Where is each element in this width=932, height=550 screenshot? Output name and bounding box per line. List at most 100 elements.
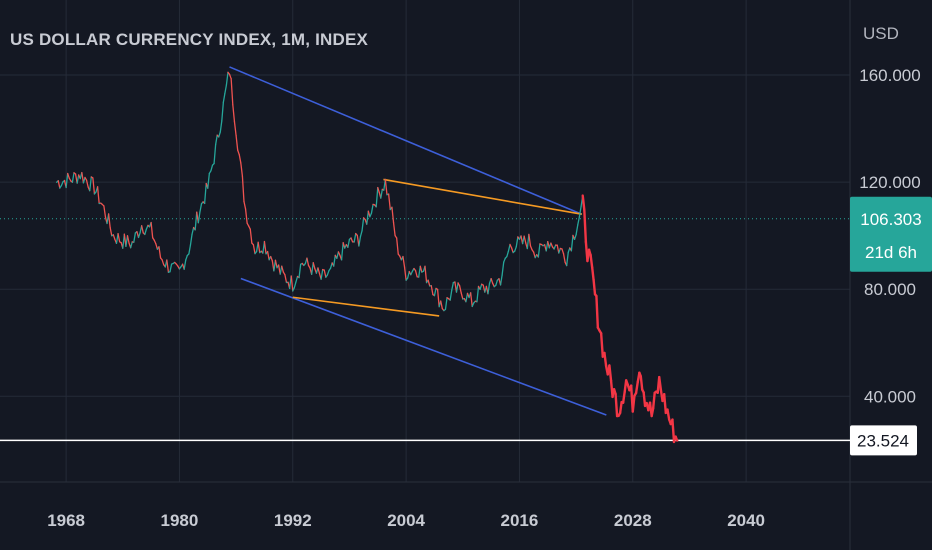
trend-line[interactable] bbox=[383, 178, 582, 216]
horizontal-line-badge bbox=[850, 425, 917, 456]
price-candle bbox=[222, 92, 226, 103]
price-candle bbox=[458, 285, 462, 294]
price-candle bbox=[82, 176, 86, 184]
horizontal-line-value: 23.524 bbox=[857, 431, 909, 450]
price-candle bbox=[112, 234, 116, 241]
y-tick-label: 120.000 bbox=[859, 173, 920, 192]
price-candle bbox=[589, 253, 594, 269]
price-candle bbox=[650, 407, 655, 418]
price-candle bbox=[233, 121, 237, 137]
price-candle bbox=[353, 232, 357, 243]
price-candle bbox=[380, 188, 383, 199]
price-candle bbox=[370, 203, 374, 214]
price-candle bbox=[257, 241, 261, 254]
price-candle bbox=[210, 164, 214, 172]
price-candle bbox=[67, 172, 70, 179]
price-candle bbox=[566, 251, 569, 267]
price-candle bbox=[427, 279, 431, 287]
price-candle bbox=[129, 241, 133, 249]
price-candle bbox=[244, 208, 248, 224]
price-candle bbox=[290, 275, 294, 292]
price-candle bbox=[666, 408, 671, 421]
price-candle bbox=[274, 259, 278, 269]
price-candle bbox=[440, 300, 443, 310]
price-candle bbox=[312, 262, 316, 270]
price-candle bbox=[141, 225, 144, 234]
trend-line[interactable] bbox=[292, 296, 440, 317]
axis-currency-label: USD bbox=[863, 24, 899, 43]
price-candle bbox=[529, 245, 533, 251]
price-candle bbox=[599, 332, 604, 358]
price-candle bbox=[490, 277, 494, 284]
price-candle bbox=[499, 274, 503, 286]
price-candle bbox=[340, 242, 344, 261]
price-candle bbox=[333, 254, 336, 267]
price-candle bbox=[336, 251, 340, 259]
price-candle bbox=[501, 261, 505, 276]
price-candle bbox=[359, 230, 363, 238]
price-candle bbox=[671, 418, 676, 444]
price-candle bbox=[92, 177, 96, 195]
x-tick-label: 1980 bbox=[161, 511, 199, 530]
price-candle bbox=[89, 176, 92, 192]
price-candle bbox=[503, 257, 506, 263]
price-candle bbox=[570, 234, 574, 252]
price-candle bbox=[561, 248, 565, 255]
current-price-value: 106.303 bbox=[860, 210, 921, 229]
price-candle bbox=[270, 255, 273, 262]
price-candle bbox=[460, 292, 464, 300]
price-candle bbox=[476, 285, 480, 303]
trend-line[interactable] bbox=[240, 277, 607, 416]
price-candle bbox=[387, 193, 391, 211]
price-candle bbox=[614, 392, 619, 418]
price-candle bbox=[528, 233, 532, 247]
price-candle bbox=[203, 182, 207, 205]
price-candle bbox=[495, 279, 499, 286]
price-candle bbox=[577, 216, 581, 226]
price-candle bbox=[284, 274, 288, 284]
price-candle bbox=[219, 120, 223, 133]
price-candle bbox=[213, 143, 217, 165]
price-candle bbox=[361, 217, 365, 232]
y-tick-label: 40.000 bbox=[864, 387, 916, 406]
price-candle bbox=[621, 390, 626, 404]
price-candle bbox=[298, 263, 302, 279]
price-candle bbox=[183, 259, 187, 270]
price-candle bbox=[573, 234, 577, 241]
price-candle bbox=[60, 181, 64, 187]
price-candle bbox=[155, 243, 159, 250]
price-candle bbox=[326, 269, 330, 276]
price-candle bbox=[150, 221, 154, 239]
price-candle bbox=[523, 235, 527, 244]
price-candle bbox=[639, 375, 644, 391]
x-tick-label: 2004 bbox=[387, 511, 425, 530]
price-candle bbox=[366, 210, 369, 225]
price-candle bbox=[232, 104, 236, 123]
trend-line[interactable] bbox=[229, 66, 583, 215]
price-candle bbox=[221, 101, 225, 122]
price-candle bbox=[532, 251, 536, 259]
price-candle bbox=[407, 270, 410, 279]
price-candle bbox=[107, 213, 111, 229]
price-candle bbox=[515, 236, 519, 248]
bar-countdown: 21d 6h bbox=[865, 243, 917, 262]
price-candle bbox=[117, 232, 121, 243]
price-candle bbox=[651, 391, 656, 410]
price-candle bbox=[144, 228, 148, 236]
price-candle bbox=[642, 391, 647, 408]
price-candle bbox=[71, 172, 75, 183]
price-candle bbox=[295, 275, 299, 283]
price-candle bbox=[418, 265, 421, 278]
price-candle bbox=[237, 149, 240, 156]
price-candle bbox=[317, 267, 321, 275]
price-candle bbox=[158, 246, 162, 259]
x-tick-label: 2028 bbox=[614, 511, 652, 530]
price-candle bbox=[347, 238, 351, 248]
price-candle bbox=[369, 212, 373, 218]
price-candle bbox=[451, 281, 454, 291]
x-tick-label: 2016 bbox=[501, 511, 539, 530]
price-candle bbox=[214, 134, 218, 146]
price-candle bbox=[507, 243, 511, 252]
